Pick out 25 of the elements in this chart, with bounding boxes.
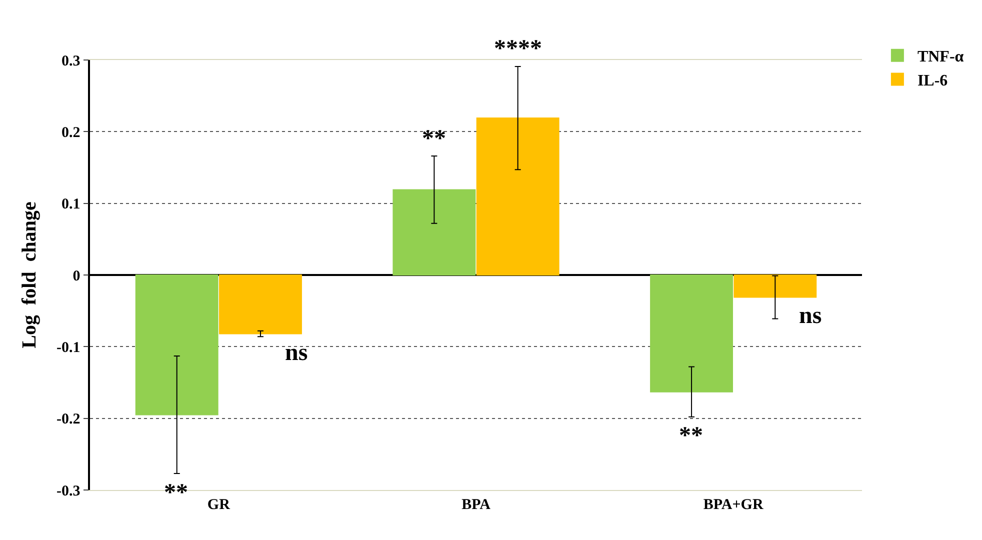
bar <box>392 189 476 276</box>
legend-label: IL-6 <box>917 72 948 90</box>
x-tick-label: GR <box>207 497 230 513</box>
legend-label: TNF-α <box>917 48 964 66</box>
bar <box>135 274 218 416</box>
y-tick-label: 0 <box>72 268 80 284</box>
annotation: ** <box>679 423 703 449</box>
annotation: ns <box>285 340 308 366</box>
x-tick-label: BPA <box>462 497 491 513</box>
annotation: ** <box>422 126 446 152</box>
y-tick-label: -0.3 <box>56 483 80 500</box>
bar <box>734 274 817 298</box>
bar <box>219 274 302 334</box>
y-tick-label: -0.2 <box>56 412 80 428</box>
bar <box>650 274 733 392</box>
y-tick-label: 0.3 <box>62 53 80 70</box>
x-tick-label: BPA+GR <box>703 497 764 513</box>
y-tick-label: 0.1 <box>62 196 80 213</box>
annotation: ** <box>164 480 188 506</box>
bar <box>476 118 560 276</box>
y-tick-label: -0.1 <box>56 340 80 356</box>
y-axis-title: Log fold change <box>18 202 40 348</box>
y-tick-label: 0.2 <box>62 124 80 141</box>
annotation: **** <box>494 36 542 62</box>
annotation: ns <box>799 303 822 329</box>
